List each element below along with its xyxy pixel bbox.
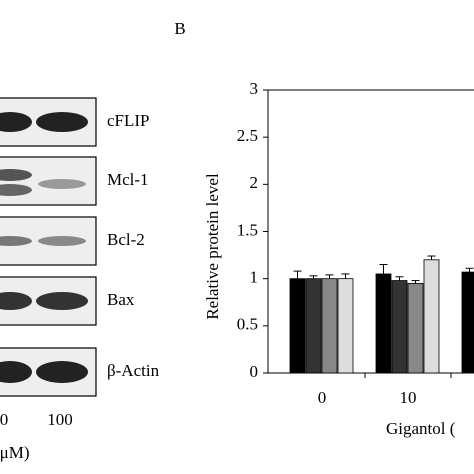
band bbox=[0, 112, 32, 132]
bar bbox=[407, 282, 424, 374]
protein-label: Bcl-2 bbox=[107, 230, 145, 249]
band bbox=[0, 361, 32, 383]
band bbox=[0, 184, 32, 196]
bar bbox=[289, 278, 306, 374]
bar bbox=[375, 273, 392, 374]
protein-label: cFLIP bbox=[107, 111, 150, 130]
y-tick-label: 1.5 bbox=[237, 220, 258, 239]
y-tick-label: 3 bbox=[250, 79, 259, 98]
x-tick-label: 10 bbox=[400, 388, 417, 407]
protein-label: Mcl-1 bbox=[107, 170, 149, 189]
band bbox=[0, 169, 32, 181]
y-tick-label: 0.5 bbox=[237, 315, 258, 334]
bar bbox=[423, 259, 440, 374]
y-tick-label: 2 bbox=[250, 173, 259, 192]
bar bbox=[391, 280, 408, 374]
bands bbox=[0, 112, 88, 383]
chart: 0 0.5 1 1.5 2 2.5 3 Relative protein level Gigan… bbox=[203, 79, 474, 438]
lane-label: 0 bbox=[0, 410, 8, 429]
y-tick-label: 2.5 bbox=[237, 126, 258, 145]
unit-label: (μM) bbox=[0, 443, 30, 462]
panel-label: B bbox=[174, 19, 185, 38]
bar bbox=[305, 278, 322, 374]
lane-label: 100 bbox=[47, 410, 73, 429]
y-tick-label: 0 bbox=[250, 362, 259, 381]
band bbox=[36, 112, 88, 132]
bar bbox=[337, 278, 354, 374]
protein-label: Bax bbox=[107, 290, 135, 309]
y-tick-label: 1 bbox=[250, 268, 259, 287]
y-axis-label: Relative protein level bbox=[203, 173, 222, 320]
band bbox=[36, 361, 88, 383]
bar bbox=[321, 278, 338, 374]
band bbox=[38, 179, 86, 189]
band bbox=[0, 292, 32, 310]
band bbox=[36, 292, 88, 310]
band bbox=[0, 236, 32, 246]
x-axis-label: Gigantol ( bbox=[386, 419, 456, 438]
blot bbox=[0, 97, 97, 397]
x-tick-label: 0 bbox=[318, 388, 327, 407]
protein-label: β-Actin bbox=[107, 361, 160, 380]
bar bbox=[461, 271, 474, 374]
band bbox=[38, 236, 86, 246]
